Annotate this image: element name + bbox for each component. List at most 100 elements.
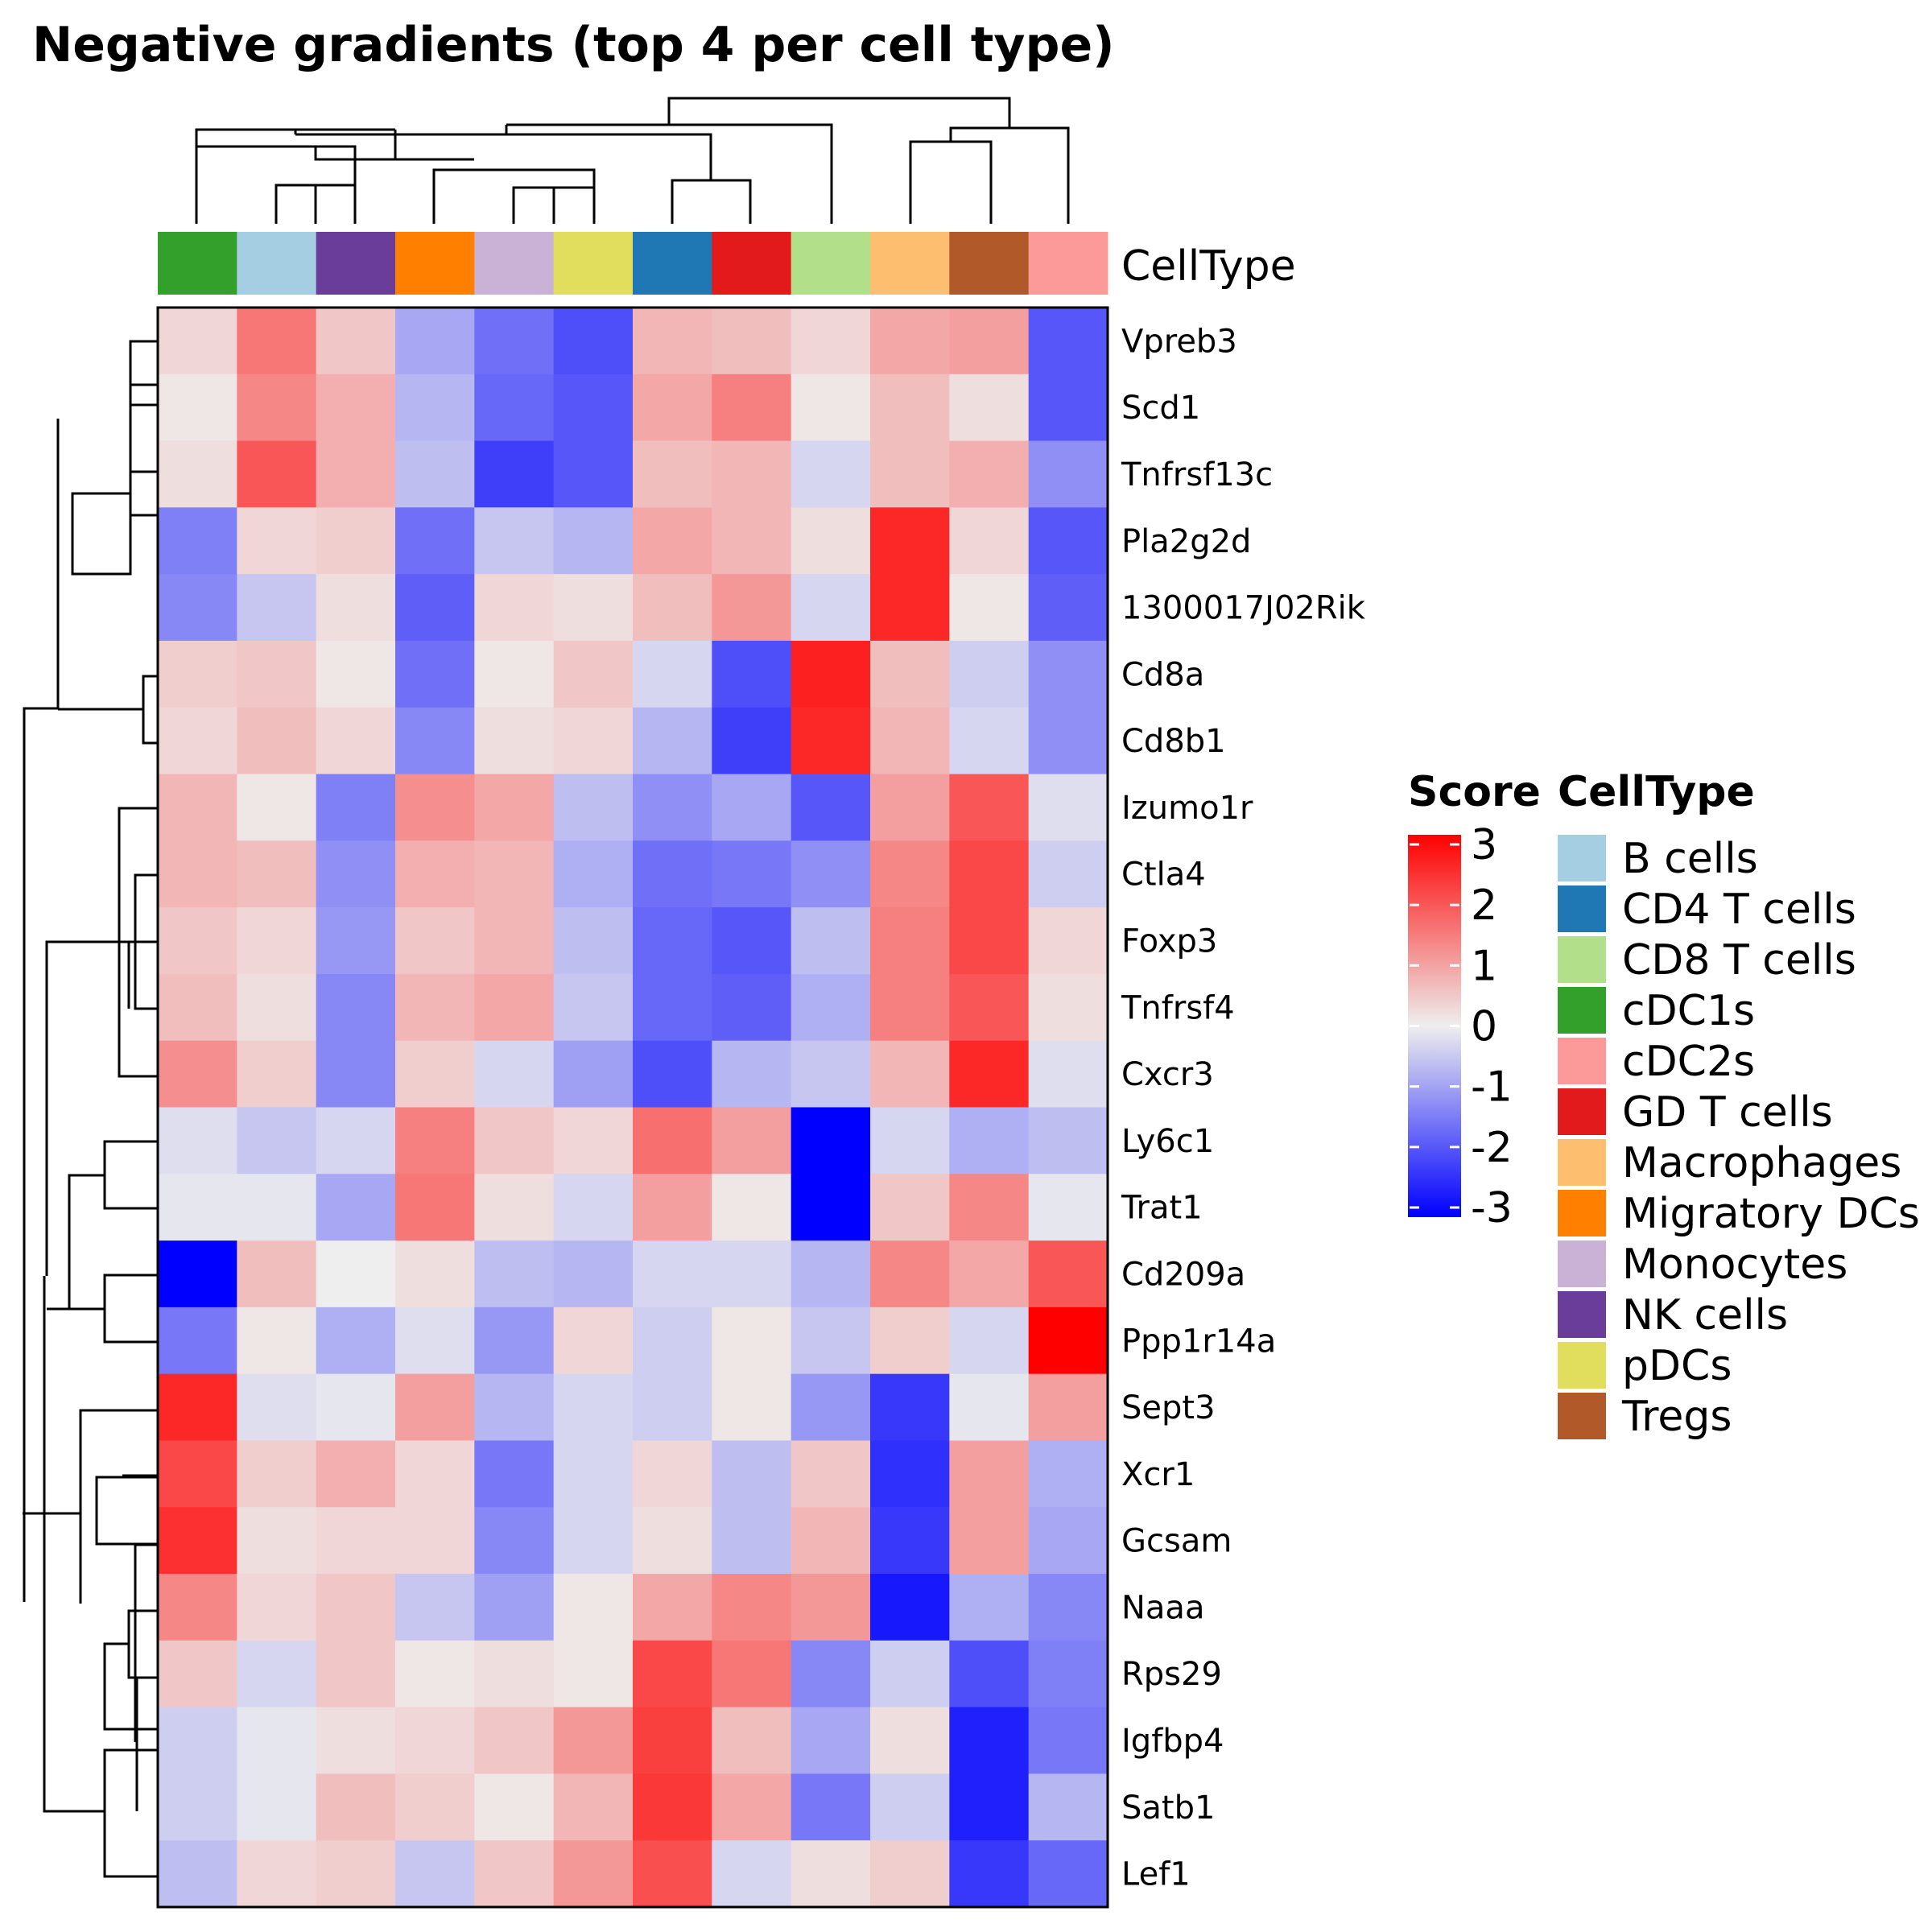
heatmap-cell	[316, 707, 396, 775]
legend-label: B cells	[1622, 835, 1758, 883]
heatmap-cell	[949, 1241, 1030, 1308]
heatmap-cell	[712, 1574, 792, 1641]
heatmap-cell	[870, 1307, 950, 1375]
heatmap-cell	[553, 1507, 634, 1575]
row-label: Trat1	[1121, 1190, 1203, 1227]
heatmap-cell	[316, 1373, 396, 1442]
heatmap-cell	[395, 1574, 475, 1641]
heatmap-cell	[474, 973, 555, 1042]
heatmap-cell	[870, 1373, 950, 1442]
legend-label: NK cells	[1622, 1291, 1788, 1340]
heatmap-cell	[791, 1640, 871, 1708]
annotation-label: CellType	[1121, 242, 1296, 291]
column-dendrogram	[195, 97, 1070, 224]
annotation-cell	[712, 232, 792, 295]
legend-label: cDC1s	[1622, 987, 1755, 1035]
heatmap-cell	[633, 1773, 712, 1841]
heatmap-cell	[474, 1373, 555, 1442]
colorbar-tick-label: 0	[1471, 1003, 1497, 1051]
heatmap-cell	[870, 1040, 950, 1108]
heatmap-cell	[158, 973, 237, 1042]
chart-title: Negative gradients (top 4 per cell type)	[32, 17, 1115, 73]
row-label: Igfbp4	[1121, 1723, 1224, 1760]
heatmap-cell	[158, 1040, 237, 1108]
heatmap-cell	[712, 1040, 792, 1108]
heatmap-cell	[237, 1307, 317, 1375]
heatmap-cell	[395, 574, 475, 642]
dendrogram-branch	[512, 186, 594, 224]
heatmap-cell	[633, 1373, 712, 1442]
heatmap-cell	[712, 907, 792, 975]
dendrogram-branch	[68, 1174, 105, 1208]
heatmap-cell	[316, 1574, 396, 1641]
heatmap-cell	[474, 1507, 555, 1575]
heatmap-cell	[1028, 1707, 1108, 1775]
heatmap-cell	[949, 1440, 1030, 1508]
heatmap-cell	[712, 440, 792, 508]
dendrogram-branch	[103, 1140, 158, 1210]
heatmap-cell	[949, 440, 1030, 508]
heatmap-cell	[553, 1640, 634, 1708]
heatmap-cell	[791, 440, 871, 508]
heatmap-cell	[553, 774, 634, 841]
heatmap-cell	[1028, 308, 1108, 375]
heatmap-cell	[395, 1773, 475, 1841]
heatmap-cell	[237, 840, 317, 908]
heatmap-cell	[870, 1574, 950, 1641]
heatmap-cell	[870, 1773, 950, 1841]
heatmap-cell	[1028, 374, 1108, 442]
heatmap-cell	[237, 374, 317, 442]
heatmap-cell	[870, 440, 950, 508]
heatmap-cell	[791, 374, 871, 442]
heatmap-cell	[474, 840, 555, 908]
heatmap-cell	[474, 1840, 555, 1908]
heatmap-cell	[791, 308, 871, 375]
heatmap-cell	[316, 1440, 396, 1508]
dendrogram-branch	[909, 140, 993, 224]
heatmap-cell	[791, 574, 871, 642]
row-label: Izumo1r	[1121, 790, 1253, 827]
heatmap-cell	[1028, 1373, 1108, 1442]
heatmap-cell	[633, 1507, 712, 1575]
score-legend-title: Score	[1408, 768, 1541, 816]
row-label: Scd1	[1121, 390, 1200, 427]
heatmap-cell	[158, 1174, 237, 1241]
heatmap-cell	[474, 440, 555, 508]
heatmap-cell	[237, 907, 317, 975]
heatmap-cell	[633, 840, 712, 908]
heatmap-cell	[395, 1174, 475, 1241]
heatmap-cell	[791, 507, 871, 575]
heatmap-cell	[870, 1107, 950, 1174]
heatmap-cell	[633, 507, 712, 575]
heatmap-cell	[474, 907, 555, 975]
heatmap-cell	[1028, 973, 1108, 1042]
heatmap-cell	[712, 1307, 792, 1375]
dendrogram-branch	[71, 372, 132, 576]
heatmap-cell	[237, 507, 317, 575]
heatmap-cell	[474, 707, 555, 775]
row-label: Sept3	[1121, 1389, 1216, 1426]
heatmap-cell	[712, 1174, 792, 1241]
heatmap-cell	[237, 1040, 317, 1108]
heatmap-cell	[316, 973, 396, 1042]
heatmap-cell	[158, 1507, 237, 1575]
dendrogram-branch	[667, 97, 1011, 128]
heatmap-cell	[553, 1773, 634, 1841]
heatmap-cell	[870, 1174, 950, 1241]
heatmap-cell	[395, 374, 475, 442]
dendrogram-branch	[127, 940, 158, 1009]
heatmap-cell	[316, 507, 396, 575]
heatmap-cell	[316, 640, 396, 708]
heatmap-cell	[791, 1373, 871, 1442]
dendrogram-branch	[103, 1748, 158, 1878]
heatmap-cell	[870, 507, 950, 575]
row-label: Ctla4	[1121, 857, 1206, 894]
heatmap-cell	[237, 440, 317, 508]
heatmap-cell	[712, 1107, 792, 1174]
heatmap-cell	[158, 1241, 237, 1308]
dendrogram-branch	[103, 1644, 158, 1731]
legend-swatch	[1558, 1139, 1606, 1186]
legend-swatch	[1558, 936, 1606, 983]
heatmap-cell	[712, 840, 792, 908]
